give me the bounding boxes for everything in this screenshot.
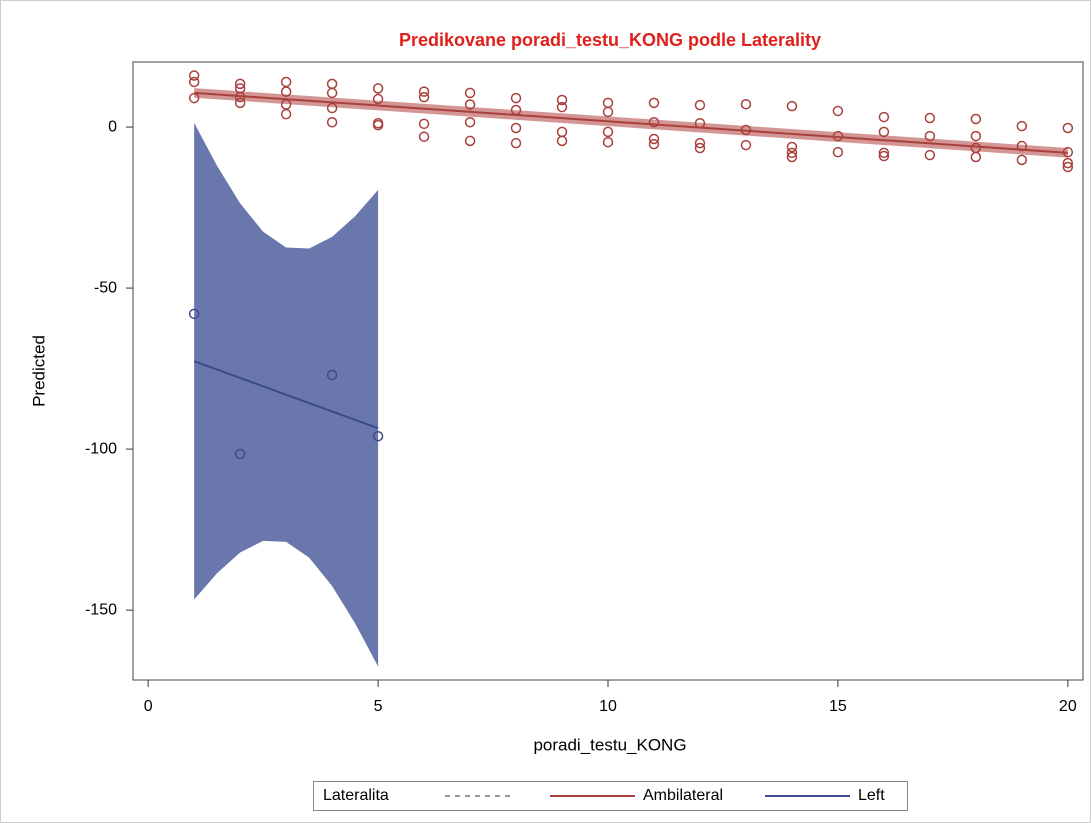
- data-point: [464, 135, 476, 147]
- data-point: [740, 139, 752, 151]
- data-point: [832, 130, 844, 142]
- data-point: [418, 118, 430, 130]
- data-point: [188, 308, 200, 320]
- data-point: [510, 122, 522, 134]
- data-point: [280, 86, 292, 97]
- data-point: [648, 97, 660, 109]
- data-point: [878, 126, 890, 138]
- data-point: [464, 99, 476, 110]
- data-point: [234, 448, 246, 460]
- data-point: [1062, 146, 1074, 158]
- data-point: [970, 130, 982, 142]
- data-point: [878, 111, 890, 123]
- data-point: [1016, 120, 1028, 132]
- y-tick-label: 0: [108, 118, 117, 135]
- data-point: [694, 99, 706, 111]
- fit-line: [194, 91, 1068, 154]
- data-point: [970, 113, 982, 125]
- data-point: [694, 137, 706, 149]
- data-point: [234, 91, 246, 103]
- data-point: [648, 116, 660, 128]
- data-point: [740, 98, 752, 110]
- data-point: [740, 124, 752, 136]
- data-point: [556, 135, 568, 147]
- data-point: [832, 146, 844, 158]
- data-point: [372, 119, 384, 131]
- data-point: [1062, 157, 1074, 169]
- data-point: [694, 117, 706, 129]
- data-point: [418, 86, 430, 97]
- data-point: [786, 100, 798, 112]
- legend-title: Lateralita: [323, 787, 389, 804]
- data-point: [786, 151, 798, 163]
- plot-frame: [132, 61, 1084, 681]
- data-point: [418, 131, 430, 142]
- data-point: [786, 141, 798, 153]
- data-point: [510, 137, 522, 149]
- data-point: [372, 430, 384, 442]
- data-point: [188, 92, 200, 104]
- data-point: [326, 102, 338, 114]
- data-point: [188, 76, 200, 88]
- data-point: [372, 83, 384, 94]
- data-point: [1016, 140, 1028, 152]
- data-point: [510, 104, 522, 116]
- data-point: [1016, 154, 1028, 166]
- data-point: [924, 130, 936, 142]
- data-point: [602, 126, 614, 138]
- data-point: [832, 105, 844, 117]
- data-point: [878, 147, 890, 159]
- x-axis-label: poradi_testu_KONG: [533, 735, 686, 754]
- x-tick-label: 15: [829, 698, 847, 715]
- y-tick-label: -100: [85, 440, 117, 457]
- x-tick-label: 0: [144, 698, 153, 715]
- y-tick-label: -50: [94, 279, 117, 296]
- data-point: [326, 87, 338, 99]
- data-point: [464, 116, 476, 128]
- data-point: [556, 101, 568, 113]
- data-point: [602, 136, 614, 148]
- data-point: [556, 94, 568, 106]
- data-point: [602, 106, 614, 118]
- data-point: [326, 369, 338, 381]
- data-point: [464, 87, 476, 99]
- legend-label: Ambilateral: [643, 787, 723, 804]
- x-tick-label: 10: [599, 698, 617, 715]
- data-point: [280, 108, 292, 120]
- data-point: [326, 116, 338, 128]
- data-point: [510, 92, 522, 104]
- y-axis-label: Predicted: [29, 335, 48, 407]
- fit-line: [193, 360, 379, 430]
- y-tick-label: -150: [85, 601, 117, 618]
- chart-title: Predikovane poradi_testu_KONG podle Late…: [399, 30, 821, 50]
- x-tick-label: 5: [374, 698, 383, 715]
- data-point: [648, 133, 660, 145]
- data-point: [234, 97, 246, 109]
- data-point: [648, 138, 660, 150]
- data-point: [1062, 161, 1074, 173]
- data-point: [1062, 122, 1074, 134]
- data-point: [694, 142, 706, 154]
- data-point: [188, 70, 200, 81]
- data-point: [924, 149, 936, 161]
- data-point: [970, 151, 982, 163]
- data-point: [234, 78, 246, 90]
- data-point: [786, 147, 798, 159]
- data-point: [372, 93, 384, 105]
- legend-label: Left: [858, 787, 885, 804]
- data-point: [418, 91, 430, 103]
- x-tick-label: 20: [1059, 698, 1077, 715]
- data-point: [924, 112, 936, 124]
- data-point: [878, 150, 890, 162]
